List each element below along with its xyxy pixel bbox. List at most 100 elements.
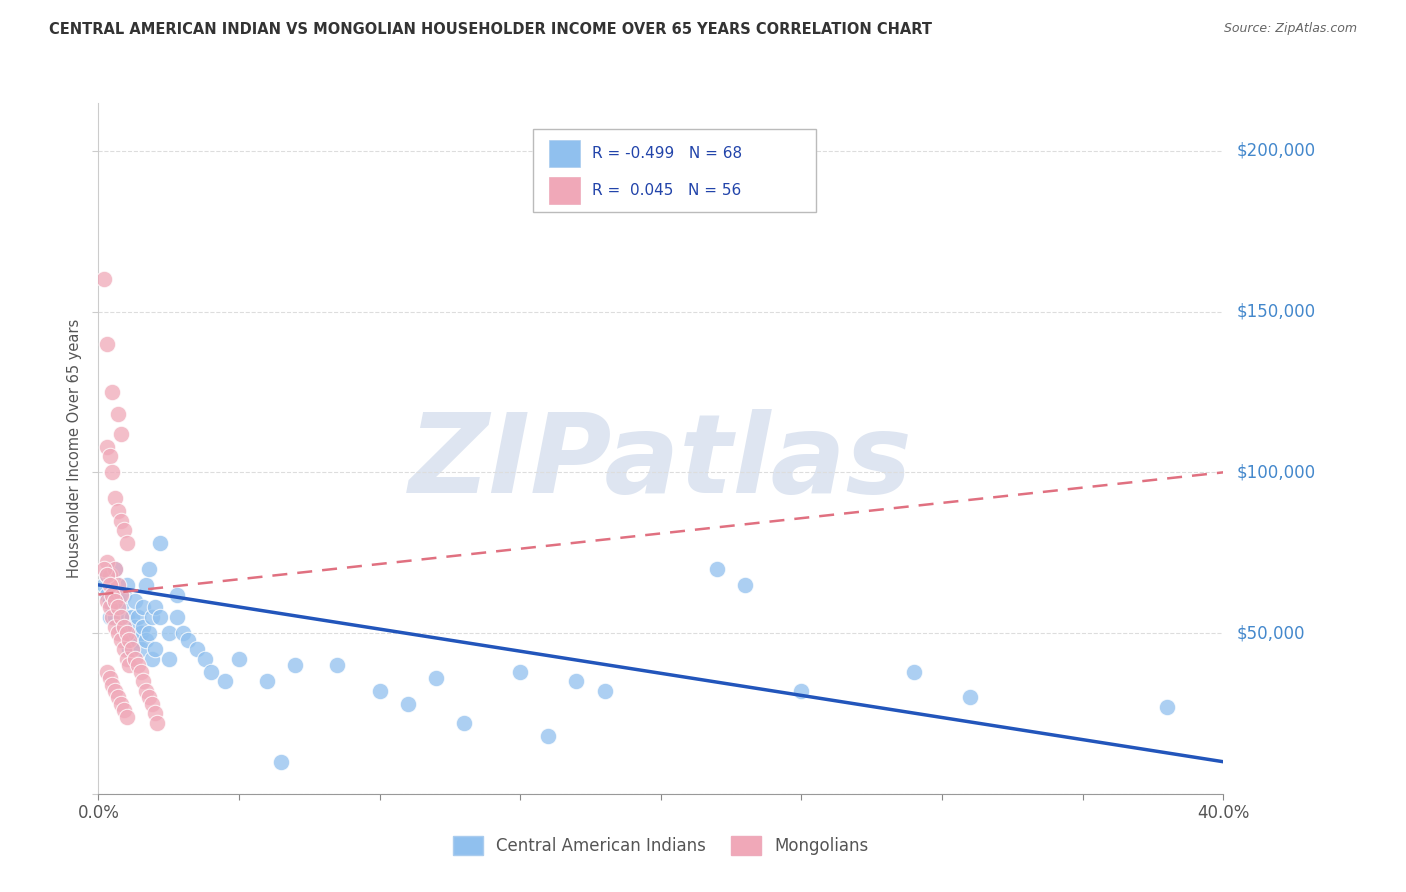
Text: CENTRAL AMERICAN INDIAN VS MONGOLIAN HOUSEHOLDER INCOME OVER 65 YEARS CORRELATIO: CENTRAL AMERICAN INDIAN VS MONGOLIAN HOU… — [49, 22, 932, 37]
Point — [121, 610, 143, 624]
Point — [112, 626, 135, 640]
Point — [96, 568, 118, 582]
Point — [115, 652, 138, 666]
Point — [98, 450, 121, 464]
Point — [903, 665, 925, 679]
Point — [96, 440, 118, 454]
Point — [118, 626, 141, 640]
Point — [110, 600, 132, 615]
Point — [135, 578, 157, 592]
Point — [107, 600, 129, 615]
Point — [124, 594, 146, 608]
Point — [107, 578, 129, 592]
Point — [101, 466, 124, 480]
Point — [115, 709, 138, 723]
Point — [141, 610, 163, 624]
Point — [96, 665, 118, 679]
Point — [101, 677, 124, 691]
Point — [115, 578, 138, 592]
Point — [256, 674, 278, 689]
Point — [149, 536, 172, 550]
Point — [124, 652, 146, 666]
Point — [101, 610, 124, 624]
Point — [157, 652, 180, 666]
Point — [115, 536, 138, 550]
Y-axis label: Householder Income Over 65 years: Householder Income Over 65 years — [66, 318, 82, 578]
Point — [104, 562, 127, 576]
Point — [96, 588, 118, 602]
Point — [284, 658, 307, 673]
Point — [115, 626, 138, 640]
Point — [107, 626, 129, 640]
Point — [96, 568, 118, 582]
Point — [138, 690, 160, 705]
Point — [127, 610, 149, 624]
Point — [1156, 700, 1178, 714]
Point — [509, 665, 531, 679]
Point — [959, 690, 981, 705]
Point — [93, 272, 115, 286]
Point — [132, 620, 155, 634]
Point — [118, 642, 141, 657]
Text: $200,000: $200,000 — [1237, 142, 1316, 160]
Text: $100,000: $100,000 — [1237, 463, 1316, 482]
Point — [112, 703, 135, 717]
Point — [101, 600, 124, 615]
Point — [112, 620, 135, 634]
Point — [104, 491, 127, 505]
Point — [135, 632, 157, 647]
Point — [200, 665, 222, 679]
Point — [96, 336, 118, 351]
Point — [101, 584, 124, 599]
Point — [194, 652, 217, 666]
Point — [107, 504, 129, 518]
Point — [790, 684, 813, 698]
Point — [101, 588, 124, 602]
Text: $50,000: $50,000 — [1237, 624, 1306, 642]
Point — [98, 610, 121, 624]
Point — [177, 632, 200, 647]
Point — [110, 514, 132, 528]
Point — [132, 600, 155, 615]
Point — [129, 665, 152, 679]
Point — [143, 600, 166, 615]
Text: R = -0.499   N = 68: R = -0.499 N = 68 — [592, 145, 742, 161]
Point — [93, 578, 115, 592]
Point — [138, 626, 160, 640]
Point — [166, 588, 188, 602]
Point — [166, 610, 188, 624]
Text: Source: ZipAtlas.com: Source: ZipAtlas.com — [1223, 22, 1357, 36]
Point — [98, 568, 121, 582]
Point — [110, 620, 132, 634]
Point — [118, 632, 141, 647]
Point — [141, 652, 163, 666]
Point — [143, 642, 166, 657]
Point — [98, 594, 121, 608]
Point — [135, 684, 157, 698]
Point — [104, 684, 127, 698]
Point — [96, 555, 118, 569]
Point — [110, 632, 132, 647]
Point — [107, 690, 129, 705]
Point — [101, 384, 124, 399]
Point — [127, 632, 149, 647]
Point — [149, 610, 172, 624]
Point — [104, 610, 127, 624]
Point — [104, 594, 127, 608]
Point — [138, 562, 160, 576]
Point — [107, 594, 129, 608]
Point — [101, 578, 124, 592]
Point — [270, 755, 292, 769]
Point — [96, 594, 118, 608]
Point — [112, 523, 135, 537]
Point — [110, 588, 132, 602]
Point — [186, 642, 208, 657]
Point — [110, 697, 132, 711]
Point — [93, 562, 115, 576]
Text: ZIPatlas: ZIPatlas — [409, 409, 912, 516]
Point — [110, 426, 132, 441]
Point — [565, 674, 588, 689]
Point — [734, 578, 756, 592]
Point — [157, 626, 180, 640]
Point — [453, 716, 475, 731]
